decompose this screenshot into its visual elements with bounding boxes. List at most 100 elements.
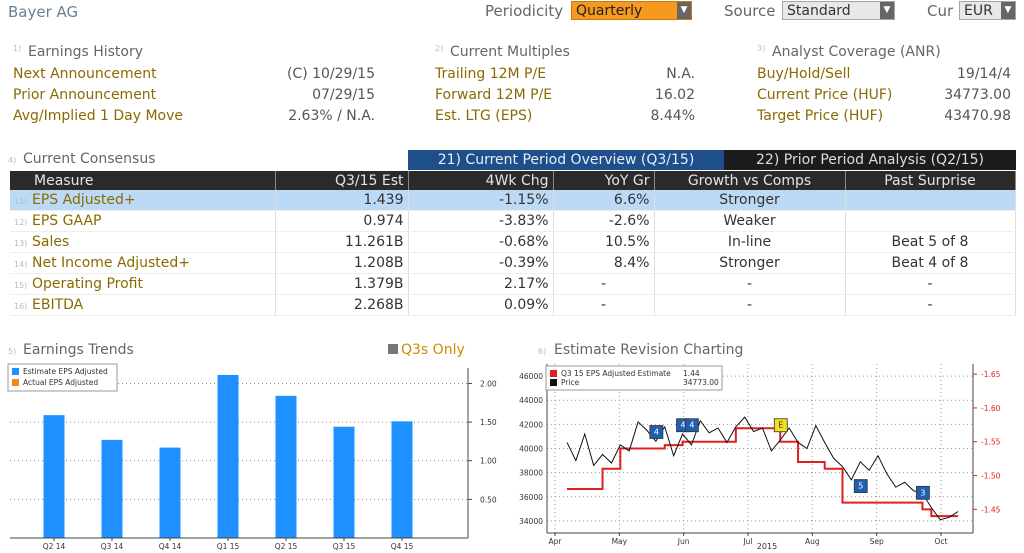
legend-swatch-estimate [550,370,557,377]
left-axis: 34000 36000 38000 40000 42000 44000 46000 [519,364,548,533]
left-tick-label: 34000 [519,517,543,526]
bar[interactable] [333,426,355,538]
tab-current-period[interactable]: 21) Current Period Overview (Q3/15) [408,150,724,170]
earnings-trends-chart: 0.501.001.502.00 Q2 14 Q3 14 Q4 14 Q1 15 Q2 … [7,363,497,551]
event-marker[interactable]: 3 [916,485,930,500]
chart-legend: Estimate EPS Adjusted Actual EPS Adjuste… [7,363,118,392]
bar[interactable] [391,421,413,538]
legend-swatch-price [550,379,557,386]
prior-announcement-value: 07/29/15 [312,87,375,103]
next-announcement-value: (C) 10/29/15 [286,66,375,82]
buy-hold-sell-label: Buy/Hold/Sell [757,66,851,82]
marker-label: 5 [858,482,863,491]
x-tick-label: Aug [805,537,820,546]
forward-pe-value: 16.02 [654,87,695,103]
checkbox-icon [388,344,398,354]
bar[interactable] [217,374,239,538]
event-marker-box [853,479,868,493]
right-tick-label: -1.55 [981,438,1001,447]
estimate-revision-chart: 34000 36000 38000 40000 42000 44000 46000 -1.4… [519,364,1001,551]
col-header-yoy[interactable]: YoY Gr [553,171,655,190]
x-axis: Q2 14 Q3 14 Q4 14 Q1 15 Q2 15 Q3 15 Q4 15 [10,537,468,551]
trailing-pe-value: N.A. [666,66,695,82]
target-price-value: 43470.98 [944,108,1011,124]
bar[interactable] [43,415,65,538]
earnings-marker[interactable]: E [773,418,788,433]
event-marker[interactable]: 4 [685,418,699,433]
table-row[interactable]: 11) EPS Adjusted+ 1.439 -1.15% 6.6% Stron… [10,190,1016,211]
left-tick-label: 46000 [519,372,543,381]
x-tick-label: Q4 15 [391,542,414,551]
periodicity-select[interactable]: Quarterly ▼ [571,1,692,20]
col-header-4wk[interactable]: 4Wk Chg [408,171,554,190]
table-row[interactable]: 15) Operating Profit 1.379B 2.17% - - - [10,273,1016,295]
table-row[interactable]: 14) Net Income Adjusted+ 1.208B -0.39% 8.… [10,252,1016,274]
prior-announcement-label: Prior Announcement [13,87,157,103]
bar[interactable] [101,439,123,538]
periodicity-label: Periodicity [485,2,564,20]
measure-name: Sales [32,234,70,250]
measure-name: EBITDA [32,297,84,313]
x-tick-label: Sep [870,537,884,546]
source-label: Source [724,2,776,20]
col-header-est[interactable]: Q3/15 Est [275,171,409,190]
measure-name: Net Income Adjusted+ [32,255,190,271]
bar-series [43,374,413,538]
measure-name: Operating Profit [32,276,143,292]
analyst-coverage-title: Analyst Coverage (ANR) [772,44,941,60]
left-tick-label: 36000 [519,493,543,502]
bar[interactable] [275,395,297,538]
col-header-surprise[interactable]: Past Surprise [845,171,1016,190]
top-bar: Bayer AG Periodicity Quarterly ▼ Source … [0,0,1024,26]
event-markers: 44 4 E53 [649,418,930,500]
earnings-trends-title: Earnings Trends [23,342,134,358]
x-tick-label: Q2 14 [43,542,66,551]
legend-price-label: Price [561,378,580,387]
y-tick-label: 2.00 [480,379,497,388]
bar[interactable] [159,447,181,538]
event-marker[interactable]: 5 [853,479,868,493]
chevron-down-icon: ▼ [1001,2,1015,19]
left-tick-label: 44000 [519,396,543,405]
year-label: 2015 [757,542,777,551]
next-announcement-label: Next Announcement [13,66,157,82]
right-tick-label: -1.50 [981,472,1001,481]
x-tick-label: Q3 14 [101,542,124,551]
event-marker-box [649,425,664,439]
current-price-label: Current Price (HUF) [757,87,893,103]
x-tick-label: Apr [549,537,563,546]
event-marker-box [685,418,699,433]
legend-estimate-label: Estimate EPS Adjusted [23,367,108,376]
current-consensus-title: Current Consensus [23,151,156,167]
tab-prior-period[interactable]: 22) Prior Period Analysis (Q2/15) [724,150,1016,170]
col-header-measure[interactable]: Measure [10,171,276,190]
event-marker[interactable]: 4 [649,425,664,439]
x-tick-label: Q4 14 [159,542,182,551]
marker-label: E [778,421,783,430]
table-row[interactable]: 16) EBITDA 2.268B 0.09% - - - [10,294,1016,316]
table-row[interactable]: 12) EPS GAAP 0.974 -3.83% -2.6% Weaker [10,210,1016,232]
x-tick-label: Q1 15 [217,542,240,551]
legend-est-label: Q3 15 EPS Adjusted Estimate [561,369,671,378]
table-row[interactable]: 13) Sales 11.261B -0.68% 10.5% In-line Be… [10,231,1016,253]
right-axis: -1.45 -1.50 -1.55 -1.60 -1.65 [972,364,1001,533]
table-header-row: Measure Q3/15 Est 4Wk Chg YoY Gr Growth … [10,171,1016,190]
event-marker-box [916,485,930,500]
ltg-label: Est. LTG (EPS) [435,108,533,124]
col-header-growth[interactable]: Growth vs Comps [654,171,846,190]
chevron-down-icon: ▼ [880,2,894,19]
q3s-only-toggle[interactable]: Q3s Only [388,342,465,358]
source-select[interactable]: Standard ▼ [782,1,895,20]
right-tick-label: -1.65 [981,370,1001,379]
marker-label: 4 [654,428,659,437]
chevron-down-icon: ▼ [677,2,691,19]
legend-actual-label: Actual EPS Adjusted [23,378,98,387]
marker-label: 4 [680,421,685,430]
currency-select[interactable]: EUR ▼ [959,1,1016,20]
security-name: Bayer AG [8,3,79,21]
measure-name: EPS GAAP [32,213,102,229]
estimate-line [567,427,958,518]
summary-panels: 1) Earnings History Next Announcement (C… [13,44,1011,124]
day-move-label: Avg/Implied 1 Day Move [13,108,184,124]
line-series [566,416,959,521]
